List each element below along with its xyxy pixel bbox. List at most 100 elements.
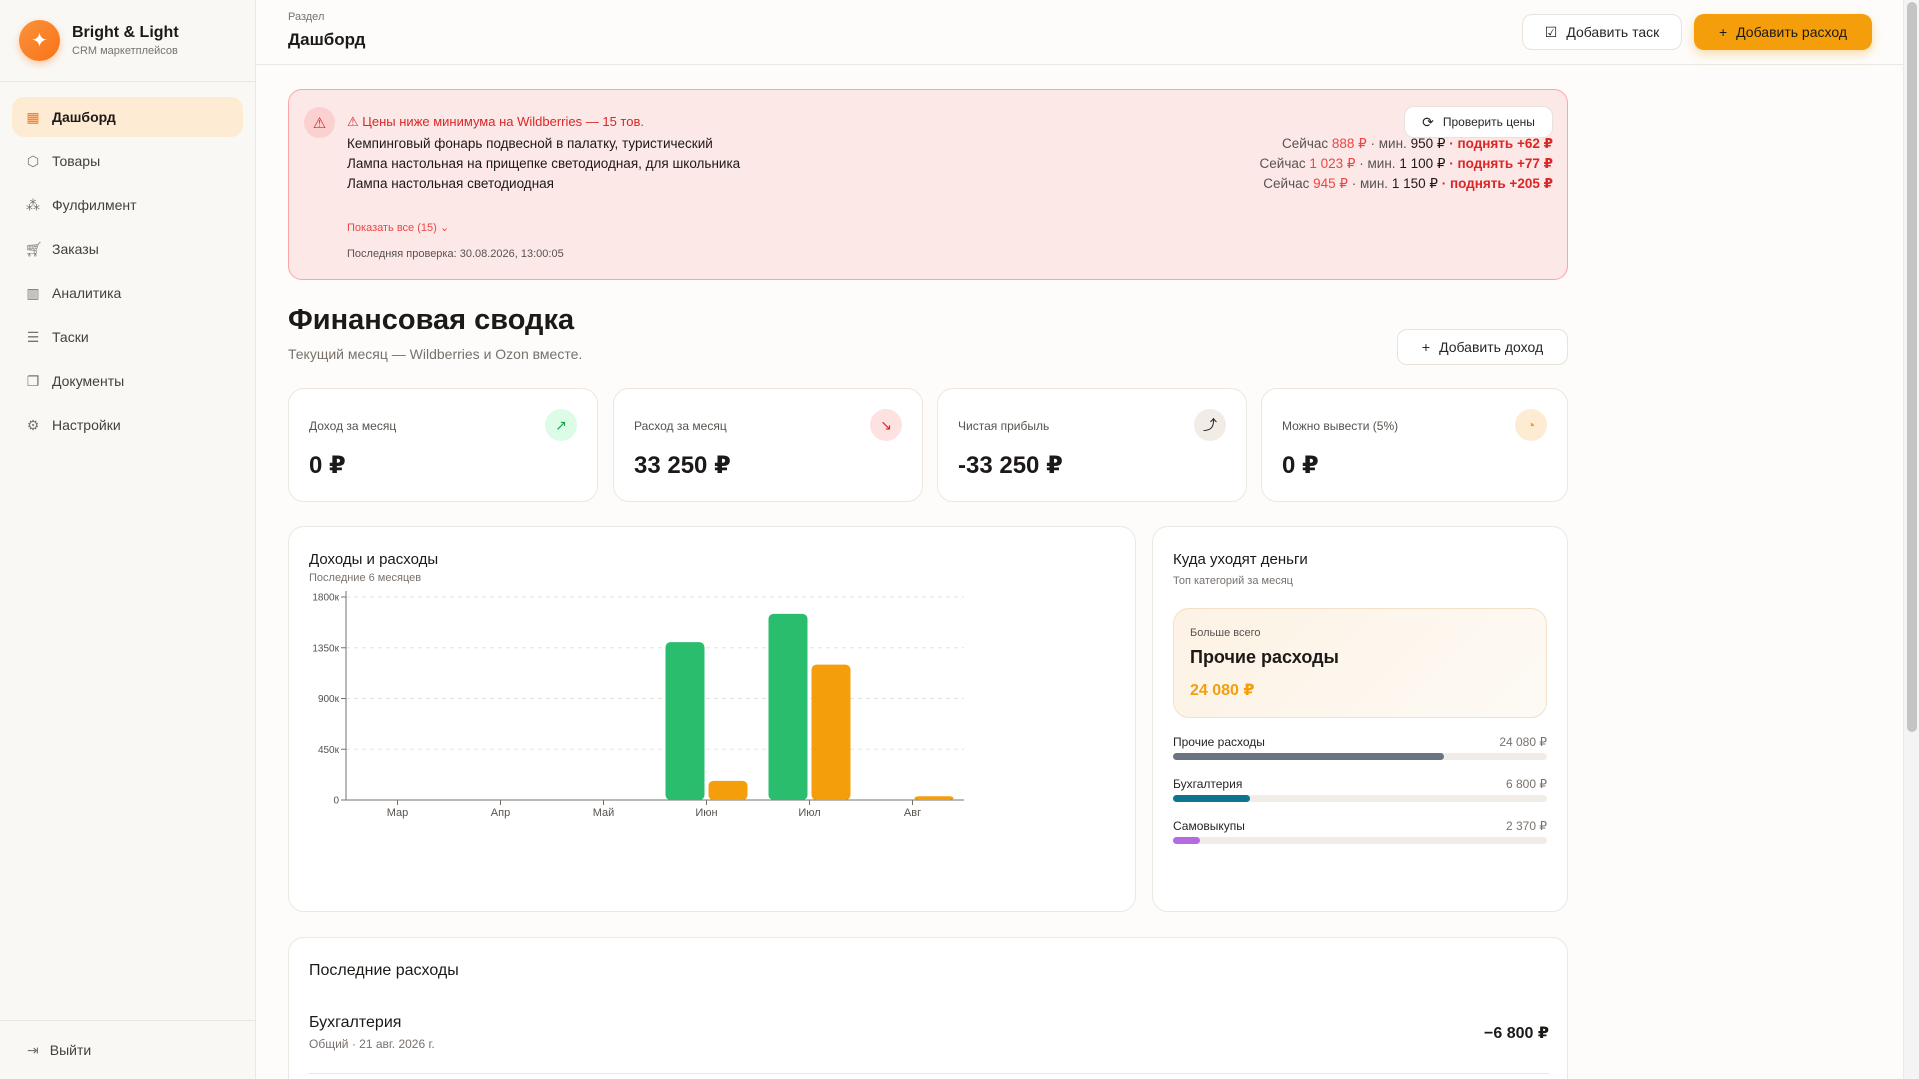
sidebar-item-settings[interactable]: ⚙ Настройки	[12, 405, 243, 445]
summary-subtitle: Текущий месяц — Wildberries и Ozon вмест…	[288, 346, 583, 362]
brand-name: Bright & Light	[72, 24, 179, 41]
stat-card-expense: Расход за месяц 33 250 ₽ ↘	[613, 388, 923, 502]
min-price: 1 150 ₽	[1391, 176, 1438, 191]
chart-bar	[768, 613, 808, 800]
now-label: Сейчас	[1259, 156, 1306, 171]
top-header: Раздел Дашборд ☑ Добавить таск + Добавит…	[256, 0, 1903, 65]
sidebar-item-label: Документы	[52, 373, 125, 389]
check-prices-button[interactable]: ⟳ Проверить цены	[1404, 106, 1553, 138]
add-expense-label: Добавить расход	[1736, 24, 1847, 40]
min-price: 1 100 ₽	[1399, 156, 1446, 171]
category-row: Бухгалтерия 6 800 ₽	[1173, 777, 1547, 811]
documents-icon: ❐	[26, 372, 40, 389]
recent-expenses-card: Последние расходы Бухгалтерия Общий · 21…	[288, 937, 1568, 1079]
cart-icon: 🛒︎	[25, 240, 43, 257]
category-row: Прочие расходы 24 080 ₽	[1173, 735, 1547, 769]
raise-amount: · поднять +77 ₽	[1449, 156, 1553, 171]
section-label: Раздел	[288, 11, 325, 23]
product-name: Кемпинговый фонарь подвесной в палатку, …	[347, 136, 713, 151]
expense-meta: Общий · 21 авг. 2026 г.	[309, 1037, 435, 1051]
price-alert: ⚠ ⚠ Цены ниже минимума на Wildberries — …	[288, 89, 1568, 280]
sidebar-item-documents[interactable]: ❐ Документы	[12, 361, 243, 401]
product-name: Лампа настольная на прищепке светодиодна…	[347, 156, 741, 171]
recent-title: Последние расходы	[309, 962, 459, 979]
y-tick-label: 0	[333, 796, 339, 807]
summary-title: Финансовая сводка	[288, 304, 575, 336]
boxes-icon: ⁂	[26, 196, 40, 213]
expense-row[interactable]: Бухгалтерия Общий · 21 авг. 2026 г. −6 8…	[309, 1014, 1549, 1074]
top-category-name: Прочие расходы	[1190, 647, 1339, 667]
price-info: Сейчас 888 ₽ · мин. 950 ₽ · поднять +62 …	[1282, 136, 1553, 152]
box-icon: ⬡	[26, 152, 40, 169]
brand-subtitle: CRM маркетплейсов	[72, 45, 178, 57]
checklist-icon: ☰	[26, 328, 40, 345]
sidebar-item-fulfillment[interactable]: ⁂ Фулфилмент	[12, 185, 243, 225]
chart-bar	[811, 664, 851, 800]
stat-card-withdraw: Можно вывести (5%) 0 ₽ ◔	[1261, 388, 1568, 502]
category-bar-fill	[1173, 795, 1250, 802]
alert-title: ⚠ Цены ниже минимума на Wildberries — 15…	[347, 114, 644, 129]
stat-value: -33 250 ₽	[958, 452, 1063, 479]
checkbox-icon: ☑	[1544, 23, 1558, 40]
sidebar: ✦ Bright & Light CRM маркетплейсов ▦ Даш…	[0, 0, 256, 1079]
money-title: Куда уходят деньги	[1173, 551, 1308, 568]
min-label: · мин.	[1370, 136, 1407, 151]
show-all-link[interactable]: Показать все (15) ⌄	[347, 222, 450, 234]
y-tick-label: 1350к	[312, 643, 339, 654]
stat-value: 33 250 ₽	[634, 452, 731, 479]
sidebar-item-label: Фулфилмент	[52, 197, 137, 213]
income-expense-chart-card: Доходы и расходы Последние 6 месяцев 0 45…	[288, 526, 1136, 912]
top-category-sum: 24 080 ₽	[1190, 682, 1255, 699]
page-scrollbar[interactable]	[1903, 0, 1919, 1079]
last-check-time: Последняя проверка: 30.08.2026, 13:00:05	[347, 248, 564, 260]
sidebar-item-dashboard[interactable]: ▦ Дашборд	[12, 97, 243, 137]
product-name: Лампа настольная светодиодная	[347, 176, 554, 191]
stat-label: Доход за месяц	[309, 419, 397, 433]
sidebar-item-analytics[interactable]: ▥ Аналитика	[12, 273, 243, 313]
sidebar-item-label: Дашборд	[52, 109, 116, 125]
gear-icon: ⚙	[26, 416, 40, 433]
sidebar-item-orders[interactable]: 🛒︎ Заказы	[12, 229, 243, 269]
money-subtitle: Топ категорий за месяц	[1173, 575, 1293, 587]
x-tick-label: Авг	[904, 807, 921, 819]
expense-amount: −6 800 ₽	[1484, 1025, 1549, 1042]
sidebar-item-tasks[interactable]: ☰ Таски	[12, 317, 243, 357]
chart-bar	[665, 642, 705, 800]
add-income-button[interactable]: + Добавить доход	[1397, 329, 1568, 365]
category-name: Бухгалтерия	[1173, 777, 1243, 791]
top-category-kicker: Больше всего	[1190, 627, 1261, 639]
arrow-down-right-icon: ↘	[870, 409, 902, 441]
y-tick-label: 450к	[318, 745, 340, 756]
add-income-label: Добавить доход	[1439, 339, 1544, 355]
category-name: Самовыкупы	[1173, 819, 1245, 833]
current-price: 945 ₽	[1313, 176, 1348, 191]
refresh-icon: ⟳	[1422, 113, 1434, 130]
sidebar-item-label: Аналитика	[52, 285, 122, 301]
plus-icon: +	[1718, 24, 1728, 40]
category-bar	[1173, 795, 1547, 802]
scrollbar-thumb[interactable]	[1907, 2, 1917, 732]
stat-value: 0 ₽	[1282, 452, 1319, 479]
stat-value: 0 ₽	[309, 452, 346, 479]
logout-icon: ⇥	[27, 1041, 39, 1058]
logout-button[interactable]: ⇥ Выйти	[0, 1020, 256, 1079]
page-title: Дашборд	[288, 30, 366, 49]
category-bar-fill	[1173, 837, 1200, 844]
arrow-up-right-icon: ↗	[545, 409, 577, 441]
chart-bar	[708, 780, 748, 800]
sidebar-item-products[interactable]: ⬡ Товары	[12, 141, 243, 181]
add-expense-button[interactable]: + Добавить расход	[1694, 14, 1872, 50]
add-task-button[interactable]: ☑ Добавить таск	[1522, 14, 1682, 50]
sidebar-nav: ▦ Дашборд ⬡ Товары ⁂ Фулфилмент 🛒︎ Заказ…	[0, 82, 255, 464]
bar-chart-icon: ▥	[26, 284, 40, 301]
category-value: 6 800 ₽	[1506, 777, 1547, 791]
x-tick-label: Мар	[387, 807, 409, 819]
now-label: Сейчас	[1263, 176, 1310, 191]
min-price: 950 ₽	[1410, 136, 1446, 151]
sidebar-item-label: Товары	[52, 153, 101, 169]
category-bar-fill	[1173, 753, 1444, 760]
piggy-bank-icon: ◔	[1515, 409, 1547, 441]
y-tick-label: 900к	[318, 694, 340, 705]
chart-bar	[914, 796, 954, 800]
expense-name: Бухгалтерия	[309, 1014, 402, 1031]
